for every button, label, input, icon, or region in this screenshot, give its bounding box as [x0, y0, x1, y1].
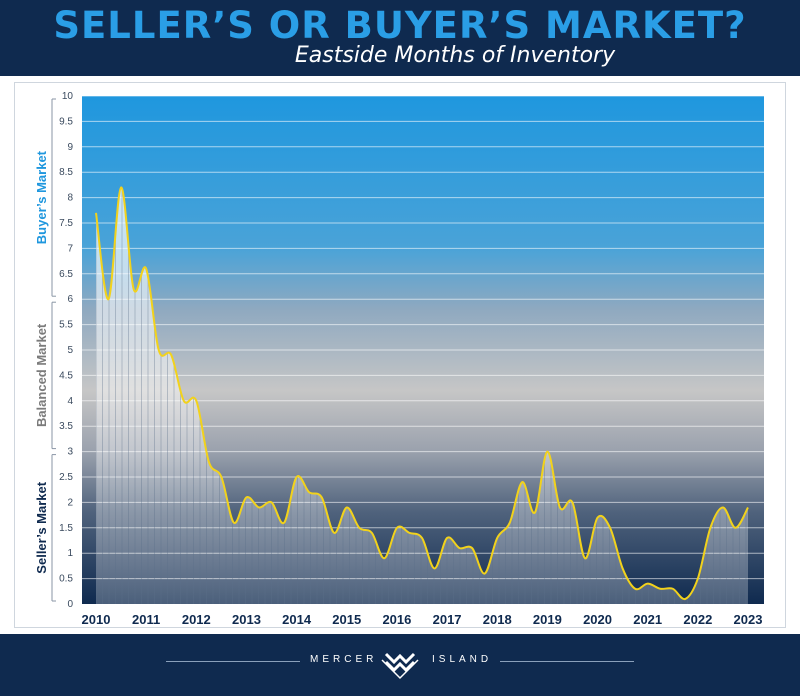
zone-label: Balanced Market [34, 323, 49, 427]
zone-label: Buyer’s Market [34, 150, 49, 244]
x-tick-label: 2012 [182, 612, 211, 627]
market-zones: Seller’s Market Balanced Market Buyer’s Ma… [34, 98, 56, 602]
x-tick-label: 2014 [282, 612, 312, 627]
y-tick-label: 6.5 [59, 269, 73, 280]
y-tick-label: 3.5 [59, 421, 73, 432]
page-subtitle: Eastside Months of Inventory [294, 43, 616, 68]
x-tick-label: 2010 [82, 612, 111, 627]
footer-divider-left [166, 661, 300, 662]
y-tick-label: 0 [67, 599, 73, 610]
x-tick-label: 2015 [332, 612, 361, 627]
x-tick-label: 2022 [683, 612, 712, 627]
y-tick-label: 0.5 [59, 574, 73, 585]
page-title: SELLER’S OR BUYER’S MARKET? [53, 4, 747, 47]
y-tick-label: 2 [67, 497, 73, 508]
zone-1: Balanced Market [34, 301, 56, 450]
x-tick-label: 2011 [132, 612, 160, 627]
header-banner: SELLER’S OR BUYER’S MARKET? Eastside Mon… [0, 0, 800, 76]
x-tick-label: 2018 [483, 612, 512, 627]
footer-banner: MERCER ISLAND [0, 634, 800, 696]
inventory-line [95, 186, 749, 601]
x-tick-label: 2019 [533, 612, 562, 627]
y-tick-label: 8.5 [59, 167, 73, 178]
y-tick-label: 8 [67, 193, 73, 204]
footer-divider-right [500, 661, 634, 662]
y-tick-label: 10 [62, 91, 74, 102]
y-tick-label: 6 [67, 294, 73, 305]
y-tick-label: 4.5 [59, 370, 73, 381]
zone-0: Seller’s Market [34, 454, 56, 602]
y-tick-label: 4 [67, 396, 73, 407]
y-tick-label: 9 [67, 142, 73, 153]
y-tick-label: 1 [67, 548, 73, 559]
y-tick-label: 3 [67, 447, 73, 458]
windermere-w-logo-icon [381, 652, 419, 680]
x-tick-label: 2017 [433, 612, 462, 627]
y-tick-label: 9.5 [59, 116, 73, 127]
zone-2: Buyer’s Market [34, 98, 56, 297]
y-tick-label: 7 [67, 243, 73, 254]
y-tick-label: 5.5 [59, 320, 73, 331]
inventory-area [96, 187, 748, 604]
y-tick-label: 5 [67, 345, 73, 356]
y-tick-label: 7.5 [59, 218, 73, 229]
x-tick-label: 2023 [734, 612, 763, 627]
x-tick-label: 2021 [633, 612, 662, 627]
x-tick-label: 2013 [232, 612, 261, 627]
footer-right-text: ISLAND [432, 654, 493, 665]
zone-label: Seller’s Market [34, 481, 49, 573]
x-tick-label: 2016 [382, 612, 411, 627]
x-tick-labels: 2010 2011 2012 2013 2014 2015 2016 2017 2018 2019… [82, 612, 763, 627]
y-tick-label: 1.5 [59, 523, 73, 534]
y-tick-labels: 0 0.5 1 1.5 2 2.5 3 3.5 4 4.5 5 5.5 6 6.5 7 7.5 8 8.5 9 9.5… [59, 91, 73, 610]
y-tick-label: 2.5 [59, 472, 73, 483]
x-tick-label: 2020 [583, 612, 612, 627]
footer-left-text: MERCER [310, 654, 378, 665]
